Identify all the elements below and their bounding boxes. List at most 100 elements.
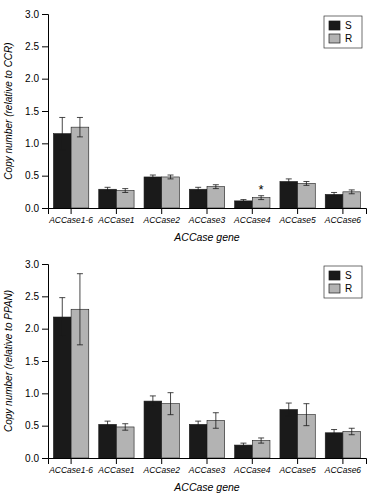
error-bar (122, 189, 128, 193)
x-tick-mark (207, 458, 208, 464)
error-bar (331, 192, 337, 196)
y-tick-mark (42, 143, 48, 144)
x-tick-mark (297, 208, 298, 214)
x-tick: ACCase1 (97, 208, 135, 225)
x-tick: ACCase3 (188, 458, 226, 475)
x-tick: ACCase5 (278, 458, 316, 475)
y-tick: 2.5 (25, 291, 48, 302)
legend: SR (324, 16, 362, 48)
error-bar (105, 421, 111, 427)
error-bar (77, 117, 83, 136)
error-bar (286, 403, 292, 416)
plot-area (53, 274, 360, 458)
series-0 (53, 117, 342, 208)
error-bar (213, 413, 219, 429)
y-tick: 2.5 (25, 41, 48, 52)
y-tick: 1.5 (25, 106, 48, 117)
x-tick-label: ACCase1-6 (48, 465, 93, 475)
bar (280, 410, 298, 459)
x-tick: ACCase5 (278, 208, 316, 225)
legend-swatch (329, 271, 340, 280)
x-tick-label: ACCase5 (278, 465, 316, 475)
x-tick: ACCase4 (233, 458, 271, 475)
plot-area (53, 117, 360, 208)
y-tick-label: 3.0 (25, 259, 39, 270)
error-bar (168, 175, 174, 179)
error-bar (105, 187, 111, 191)
bar (189, 424, 207, 458)
legend-label: S (345, 270, 352, 281)
y-tick-label: 3.0 (25, 9, 39, 20)
x-tick-label: ACCase4 (233, 465, 271, 475)
y-tick: 0.5 (25, 170, 48, 181)
x-tick: ACCase6 (324, 458, 362, 475)
x-tick-mark (342, 458, 343, 464)
error-bar (195, 187, 201, 191)
y-axis-title: Copy number (relative to CCR) (3, 42, 14, 179)
x-axis-line (49, 209, 367, 215)
x-tick-label: ACCase1 (97, 215, 135, 225)
y-tick-label: 2.5 (25, 41, 39, 52)
x-tick-label: ACCase4 (233, 215, 271, 225)
y-tick-mark (42, 46, 48, 47)
error-bar (331, 430, 337, 436)
x-tick-label: ACCase2 (143, 215, 181, 225)
y-axis: 0.0 0.5 1.0 1.5 2.0 2.5 3.0 (25, 9, 48, 214)
x-tick: ACCase2 (143, 208, 181, 225)
legend-frame (324, 16, 362, 48)
legend-label: R (345, 283, 352, 294)
error-bar (59, 117, 65, 149)
error-bar (195, 421, 201, 427)
bar (325, 433, 343, 458)
x-tick: ACCase2 (143, 458, 181, 475)
legend-item: S (329, 270, 352, 281)
y-tick: 1.0 (25, 388, 48, 399)
x-tick-mark (71, 458, 72, 464)
x-tick-label: ACCase6 (324, 215, 362, 225)
y-tick-label: 1.0 (25, 388, 39, 399)
bar (53, 317, 71, 458)
bar (99, 424, 117, 458)
y-axis-title: Copy number (relative to PPAN) (3, 290, 14, 432)
x-tick-mark (297, 458, 298, 464)
x-tick-label: ACCase3 (188, 215, 226, 225)
x-tick-mark (207, 208, 208, 214)
y-axis-line (42, 265, 49, 459)
y-tick-label: 0.0 (25, 453, 39, 464)
bar (116, 427, 134, 458)
x-tick-label: ACCase1 (97, 465, 135, 475)
y-tick-mark (42, 176, 48, 177)
y-tick: 2.0 (25, 73, 48, 84)
x-tick: ACCase1-6 (48, 208, 93, 225)
y-tick-mark (42, 426, 48, 427)
x-tick-label: ACCase3 (188, 465, 226, 475)
x-tick: ACCase3 (188, 208, 226, 225)
y-tick: 1.5 (25, 356, 48, 367)
bar (144, 401, 162, 458)
y-tick-mark (42, 264, 48, 265)
x-tick-mark (116, 458, 117, 464)
series-1 (71, 274, 360, 458)
chart-svg: 0.0 0.5 1.0 1.5 2.0 2.5 3.0 ACCase1-6 ACCase1 ACC… (0, 0, 376, 500)
x-tick-mark (116, 208, 117, 214)
x-tick: ACCase1-6 (48, 458, 93, 475)
legend-label: S (345, 20, 352, 31)
error-bar (286, 179, 292, 184)
bar (343, 431, 361, 458)
y-tick: 0.5 (25, 420, 48, 431)
error-bar (303, 404, 309, 426)
x-tick: ACCase4 (233, 208, 271, 225)
y-tick-label: 1.0 (25, 138, 39, 149)
legend-swatch (329, 284, 340, 293)
y-tick-label: 2.0 (25, 323, 39, 334)
bar (189, 189, 207, 208)
error-bar (77, 274, 83, 345)
bar (162, 177, 180, 208)
y-tick-label: 2.0 (25, 73, 39, 84)
bar (116, 191, 134, 208)
bar (207, 187, 225, 208)
y-tick: 2.0 (25, 323, 48, 334)
y-axis-line (42, 15, 49, 209)
x-axis-title: ACCase gene (173, 481, 240, 493)
y-tick-label: 0.0 (25, 203, 39, 214)
